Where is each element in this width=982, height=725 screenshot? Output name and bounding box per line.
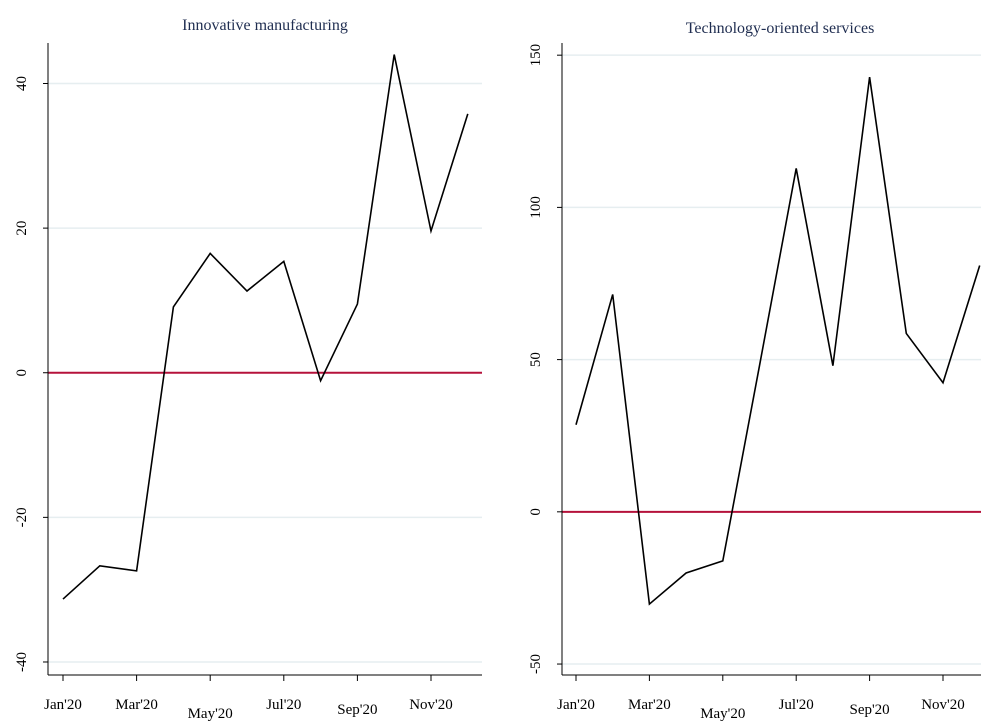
y-tick-label: 20 [14, 221, 30, 236]
y-tick-label: -20 [14, 507, 30, 527]
x-tick-label: Jul'20 [266, 697, 301, 713]
x-tick-label: Sep'20 [337, 702, 377, 718]
y-tick-label: 100 [528, 196, 544, 219]
data-line [62, 54, 469, 600]
x-tick-label: Jan'20 [44, 697, 82, 713]
y-tick-label: 0 [14, 369, 30, 377]
x-tick-label: Jan'20 [557, 697, 595, 713]
y-tick-label: -40 [14, 652, 30, 672]
x-tick-label: May'20 [700, 706, 745, 722]
y-tick-label: 40 [14, 76, 30, 91]
chart-title: Technology-oriented services [686, 20, 875, 37]
y-tick-label: 0 [528, 508, 544, 516]
x-tick-label: Nov'20 [409, 697, 453, 713]
x-tick-label: Jul'20 [779, 697, 814, 713]
x-tick-label: May'20 [188, 706, 233, 722]
y-tick-label: 50 [528, 352, 544, 367]
y-tick-label: 150 [528, 44, 544, 66]
x-tick-label: Nov'20 [921, 697, 965, 713]
chart-title: Innovative manufacturing [182, 17, 348, 34]
x-tick-label: Sep'20 [849, 702, 889, 718]
x-tick-label: Mar'20 [628, 697, 671, 713]
y-tick-label: -50 [528, 654, 544, 674]
x-tick-label: Mar'20 [115, 697, 158, 713]
data-line [575, 76, 981, 606]
